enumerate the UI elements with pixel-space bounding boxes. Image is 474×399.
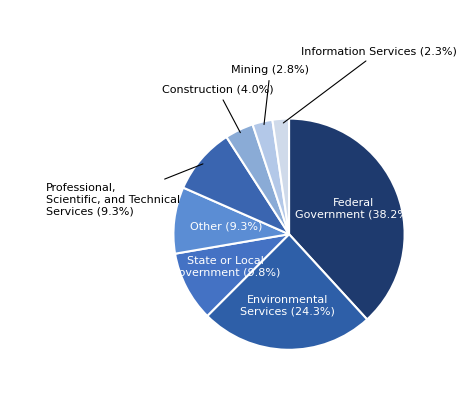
Wedge shape (253, 120, 289, 234)
Text: Mining (2.8%): Mining (2.8%) (231, 65, 309, 124)
Text: Other (9.3%): Other (9.3%) (190, 221, 262, 231)
Text: Environmental
Services (24.3%): Environmental Services (24.3%) (240, 295, 335, 317)
Wedge shape (175, 234, 289, 316)
Text: Federal
Government (38.2%): Federal Government (38.2%) (295, 198, 412, 220)
Wedge shape (289, 119, 405, 320)
Text: Professional,
Scientific, and Technical
Services (9.3%): Professional, Scientific, and Technical … (46, 164, 203, 216)
Wedge shape (173, 188, 289, 254)
Text: Construction (4.0%): Construction (4.0%) (162, 85, 273, 132)
Wedge shape (207, 234, 367, 350)
Text: Information Services (2.3%): Information Services (2.3%) (283, 47, 456, 123)
Wedge shape (273, 119, 289, 234)
Text: State or Local
Government (9.8%): State or Local Government (9.8%) (170, 256, 281, 278)
Wedge shape (183, 137, 289, 234)
Wedge shape (227, 124, 289, 234)
